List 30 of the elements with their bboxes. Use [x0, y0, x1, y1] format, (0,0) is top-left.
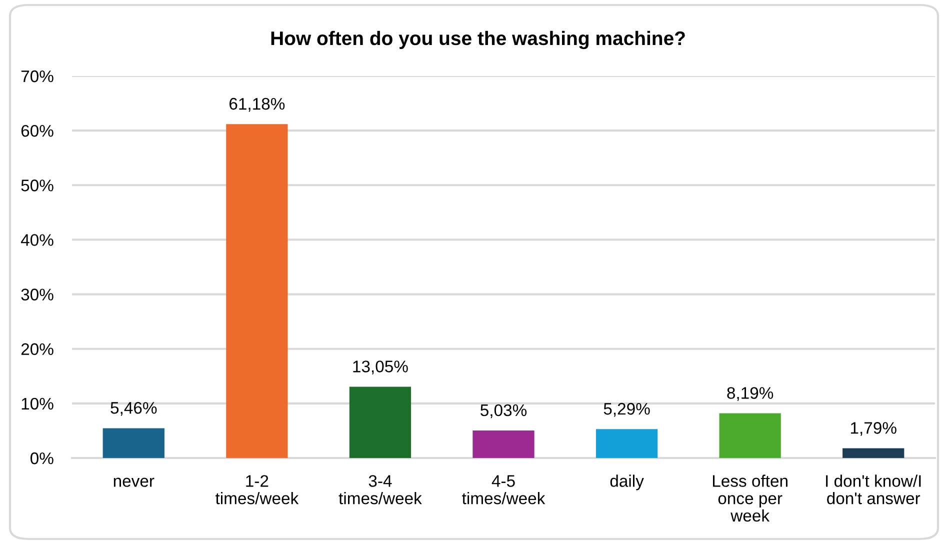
x-tick-label: 3-4 times/week — [338, 475, 422, 504]
data-label: 13,05% — [353, 360, 408, 374]
bar — [596, 429, 658, 458]
y-tick-label: 60% — [21, 124, 54, 137]
x-tick-label: daily — [610, 474, 644, 490]
data-label: 5,46% — [110, 402, 157, 416]
data-label: 61,18% — [230, 98, 285, 112]
bar — [472, 430, 534, 458]
bar — [842, 448, 904, 458]
y-tick-label: 30% — [21, 288, 54, 300]
data-label: 1,79% — [851, 422, 896, 436]
data-label: 8,19% — [727, 387, 774, 401]
y-tick-label: 40% — [20, 234, 54, 246]
chart-title: How often do you use the washing machine? — [271, 30, 685, 50]
y-tick-label: 0% — [30, 452, 54, 464]
x-tick-label: Less often once per week — [712, 474, 788, 522]
y-tick-label: 20% — [21, 343, 54, 356]
bar — [102, 428, 164, 458]
bar — [226, 124, 288, 458]
x-tick-label: never — [114, 478, 154, 487]
y-tick-label: 70% — [21, 70, 54, 82]
bar — [719, 413, 781, 458]
x-tick-label: 1-2 times/week — [216, 475, 299, 504]
data-label: 5,03% — [480, 404, 527, 418]
data-label: 5,29% — [604, 402, 650, 417]
x-tick-label: I don't know/I don't answer — [826, 474, 921, 504]
x-tick-label: 4-5 times/week — [462, 475, 546, 504]
bar — [349, 386, 412, 458]
y-tick-label: 10% — [22, 398, 54, 410]
y-tick-label: 50% — [21, 180, 54, 192]
